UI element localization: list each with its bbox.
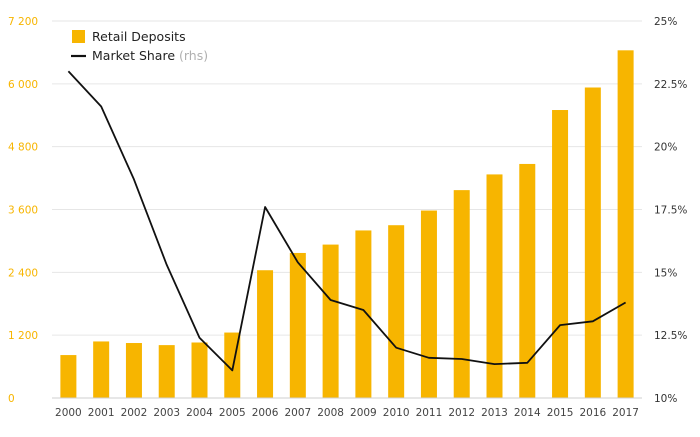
x-tick-label: 2012 — [448, 407, 475, 419]
y-right-tick-label: 17.5% — [654, 205, 687, 217]
axes: 0 1 200 2 400 3 600 4 800 6 000 7 200 10% 12.5% 1… — [8, 16, 687, 419]
x-tick-label: 2014 — [514, 407, 541, 419]
x-tick-label: 2002 — [121, 407, 148, 419]
bar-2015 — [552, 110, 569, 398]
y-left-tick-label: 0 — [8, 393, 15, 405]
x-tick-label: 2011 — [416, 407, 443, 419]
y-right-tick-label: 15% — [654, 267, 677, 279]
bar-2003 — [158, 345, 175, 398]
x-tick-label: 2004 — [186, 407, 213, 419]
bar-2007 — [289, 252, 306, 398]
bar-2013 — [486, 174, 503, 398]
x-tick-label: 2016 — [579, 407, 606, 419]
y-left-tick-label: 7 200 — [8, 16, 38, 28]
x-tick-label: 2013 — [481, 407, 508, 419]
x-tick-label: 2003 — [153, 407, 180, 419]
legend-label-market-share-suffix: (rhs) — [179, 48, 208, 63]
bar-2000 — [60, 355, 77, 398]
x-tick-label: 2008 — [317, 407, 344, 419]
y-right-tick-label: 22.5% — [654, 79, 687, 91]
bar-2002 — [125, 343, 142, 398]
bar-2014 — [519, 163, 536, 398]
bar-2008 — [322, 244, 339, 398]
legend-label-market-share-name: Market Share — [92, 48, 175, 63]
bar-2016 — [584, 87, 601, 399]
market-share-line — [67, 70, 627, 372]
x-tick-label: 2010 — [383, 407, 410, 419]
bar-2012 — [453, 190, 470, 398]
bar-2009 — [355, 230, 372, 398]
bar-2001 — [93, 341, 110, 398]
bar-2017 — [617, 50, 634, 398]
x-tick-label: 2001 — [88, 407, 115, 419]
gridlines — [52, 20, 642, 336]
x-tick-label: 2006 — [252, 407, 279, 419]
y-left-tick-label: 6 000 — [8, 79, 38, 91]
x-tick-label: 2000 — [55, 407, 82, 419]
bar-2010 — [388, 225, 405, 398]
x-tick-label: 2007 — [284, 407, 311, 419]
y-right-tick-label: 12.5% — [654, 330, 687, 342]
bar-2011 — [420, 210, 437, 398]
y-left-tick-label: 3 600 — [8, 205, 38, 217]
x-tick-label: 2015 — [547, 407, 574, 419]
y-right-tick-label: 10% — [654, 393, 677, 405]
y-left-tick-label: 2 400 — [8, 267, 38, 279]
y-right-tick-label: 25% — [654, 16, 677, 28]
x-tick-label: 2005 — [219, 407, 246, 419]
x-tick-label: 2017 — [612, 407, 639, 419]
bar-2004 — [191, 342, 208, 398]
legend-label-retail-deposits: Retail Deposits — [92, 29, 186, 44]
bar-series — [60, 50, 634, 399]
y-left-tick-label: 4 800 — [8, 142, 38, 154]
line-series — [67, 70, 627, 372]
bar-2006 — [257, 270, 274, 398]
y-left-tick-label: 1 200 — [8, 330, 38, 342]
legend-swatch-retail-deposits — [72, 30, 85, 43]
x-tick-label: 2009 — [350, 407, 377, 419]
legend: Retail Deposits Market Share (rhs) — [71, 29, 208, 63]
legend-label-market-share: Market Share (rhs) — [92, 48, 208, 63]
y-right-tick-label: 20% — [654, 142, 677, 154]
